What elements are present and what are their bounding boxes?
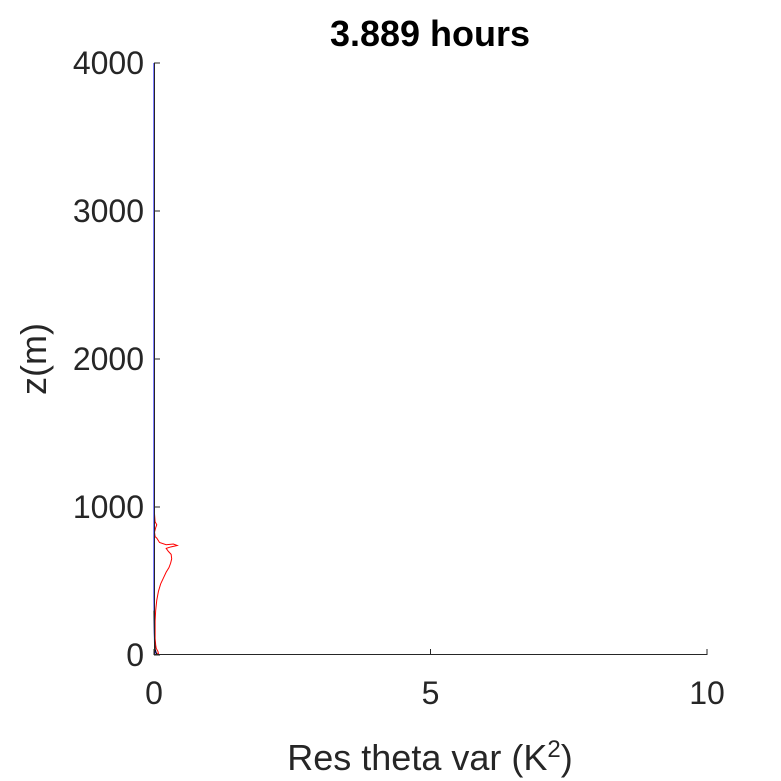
y-tick-label: 4000 bbox=[73, 45, 144, 81]
y-axis-label: z(m) bbox=[13, 323, 54, 395]
x-tick-label: 5 bbox=[422, 675, 440, 711]
series-line-1 bbox=[153, 63, 179, 656]
x-axis-label-superscript: 2 bbox=[547, 736, 560, 763]
y-tick-label: 0 bbox=[126, 637, 144, 673]
x-axis-label: Res theta var (K2) bbox=[287, 736, 572, 779]
x-ticks: 0 5 10 bbox=[145, 649, 725, 711]
y-tick-label: 1000 bbox=[73, 489, 144, 525]
y-tick-label: 3000 bbox=[73, 193, 144, 229]
x-tick-label: 10 bbox=[689, 675, 725, 711]
y-tick-label: 2000 bbox=[73, 341, 144, 377]
x-tick-label: 0 bbox=[145, 675, 163, 711]
x-axis-label-suffix: ) bbox=[561, 737, 573, 778]
x-axis-label-main: Res theta var (K bbox=[287, 737, 547, 778]
y-ticks: 0 1000 2000 3000 4000 bbox=[73, 45, 160, 673]
chart-title: 3.889 hours bbox=[330, 13, 530, 54]
